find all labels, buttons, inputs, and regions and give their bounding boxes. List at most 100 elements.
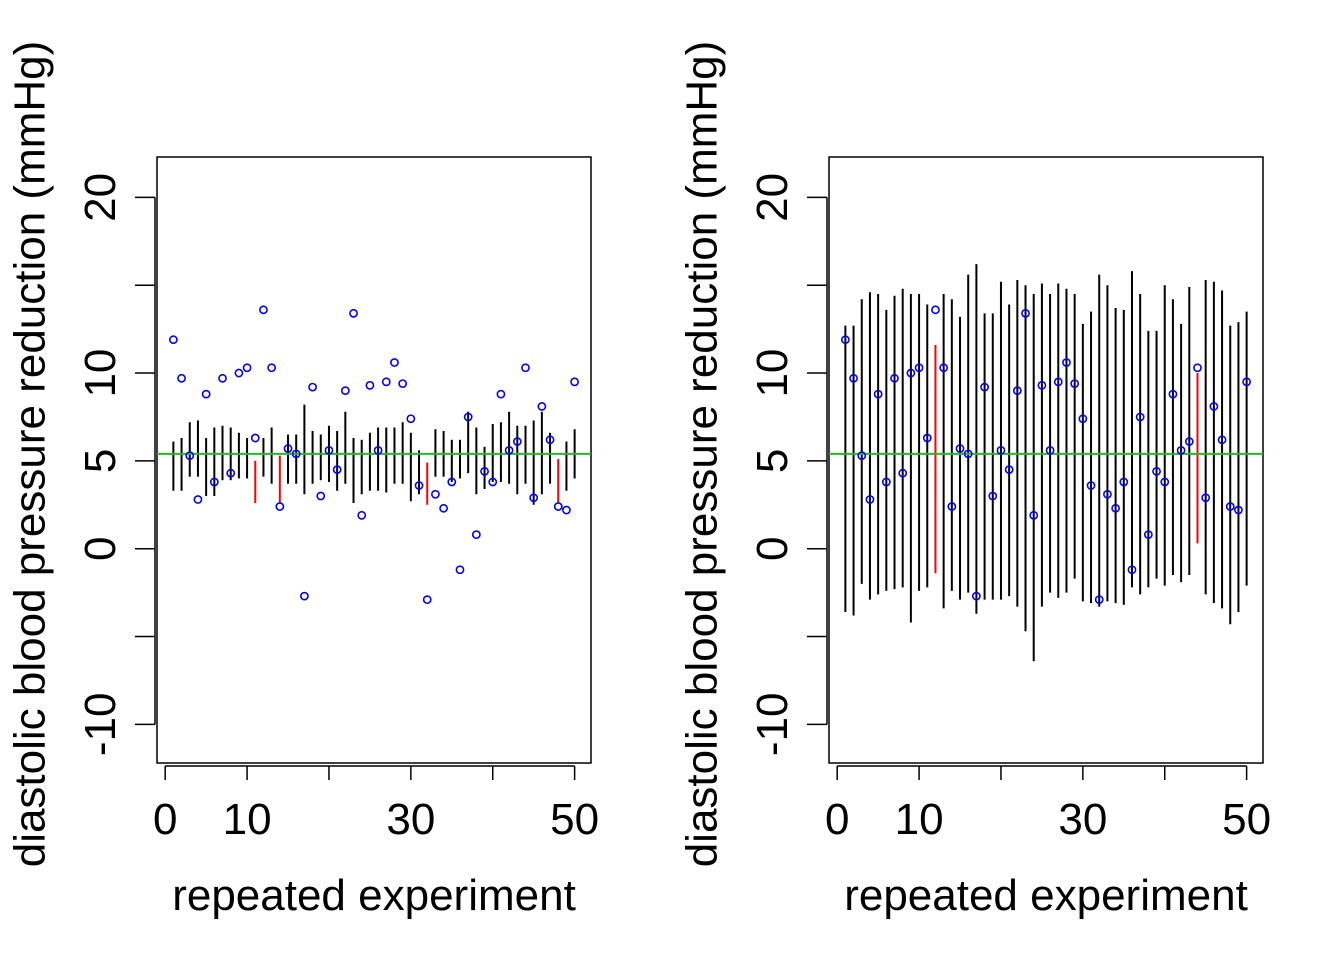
estimate-point	[890, 373, 899, 383]
estimate-point	[1053, 377, 1063, 387]
y-tick-label: -10	[748, 693, 797, 757]
estimate-point	[1070, 379, 1080, 388]
estimate-point	[988, 491, 998, 501]
estimate-point	[1086, 481, 1096, 490]
estimate-point	[1037, 380, 1047, 390]
estimate-point	[308, 382, 317, 392]
x-axis-title: repeated experiment	[172, 871, 576, 920]
estimate-point	[1201, 493, 1211, 503]
estimate-point	[480, 467, 489, 476]
y-tick-label: -10	[76, 693, 125, 757]
estimate-point	[431, 489, 440, 499]
estimate-point	[340, 386, 350, 396]
estimate-point	[218, 373, 227, 383]
estimate-point	[275, 502, 285, 511]
estimate-point	[1242, 377, 1252, 387]
estimate-point	[267, 363, 277, 373]
estimate-point	[1193, 363, 1202, 373]
y-tick-label: 0	[76, 536, 125, 560]
estimate-point	[537, 402, 547, 411]
estimate-point	[365, 380, 375, 390]
estimate-point	[529, 493, 539, 503]
estimate-point	[357, 510, 367, 520]
x-tick-label: 0	[153, 795, 177, 844]
estimate-point	[299, 591, 309, 601]
estimate-point	[1160, 477, 1170, 487]
y-tick-label: 5	[748, 449, 797, 473]
estimate-point	[1176, 445, 1186, 455]
estimate-point	[193, 495, 203, 504]
estimate-point	[1004, 465, 1014, 475]
estimate-point	[414, 481, 424, 490]
y-tick-label: 0	[748, 536, 797, 560]
estimate-point	[939, 363, 949, 373]
y-tick-label: 10	[76, 349, 125, 398]
estimate-point	[873, 389, 883, 399]
x-tick-label: 10	[223, 795, 272, 844]
estimate-point	[1045, 445, 1055, 455]
y-axis-title: diastolic blood pressure reduction (mmHg…	[6, 41, 55, 868]
estimate-point	[471, 530, 481, 540]
x-tick-label: 50	[1222, 795, 1271, 844]
estimate-point	[562, 505, 571, 515]
estimate-point	[898, 468, 908, 478]
estimate-point	[570, 377, 580, 387]
estimate-point	[1168, 389, 1178, 399]
estimate-point	[980, 382, 989, 392]
estimate-point	[332, 465, 342, 475]
estimate-point	[857, 451, 867, 461]
estimate-point	[439, 503, 449, 513]
estimate-point	[463, 412, 473, 422]
estimate-point	[324, 445, 334, 455]
estimate-point	[1029, 510, 1039, 520]
estimate-point	[291, 449, 301, 459]
estimate-point	[1234, 505, 1243, 515]
estimate-point	[504, 445, 514, 455]
estimate-point	[996, 445, 1006, 455]
estimate-point	[914, 363, 924, 373]
estimate-point	[1127, 565, 1137, 575]
estimate-point	[963, 449, 973, 459]
x-tick-label: 50	[550, 795, 599, 844]
estimate-point	[168, 335, 178, 345]
estimate-point	[1135, 412, 1145, 422]
estimate-point	[1021, 308, 1030, 318]
estimate-point	[316, 491, 326, 501]
x-tick-label: 30	[1058, 795, 1107, 844]
chart-panel-1: 0 10 30 50 -10 0 5 10 20 repeated experiment diast…	[6, 41, 600, 920]
x-tick-label: 30	[386, 795, 435, 844]
estimate-point	[226, 468, 236, 478]
estimate-point	[1094, 595, 1104, 605]
estimate-point	[865, 495, 875, 504]
estimate-point	[209, 477, 219, 487]
plot-frame	[156, 156, 592, 764]
estimate-point	[1103, 489, 1112, 499]
estimate-point	[512, 437, 522, 446]
estimate-point	[971, 591, 981, 601]
estimate-point	[840, 335, 850, 345]
estimate-point	[390, 358, 399, 367]
estimate-point	[185, 451, 195, 461]
estimate-point	[1078, 414, 1088, 424]
estimate-point	[1184, 437, 1194, 446]
estimate-point	[1152, 467, 1161, 476]
estimate-point	[398, 379, 408, 388]
estimate-point	[447, 477, 457, 487]
x-tick-label: 0	[825, 795, 849, 844]
estimate-point	[521, 363, 530, 373]
estimate-point	[1012, 386, 1022, 396]
estimate-point	[406, 414, 416, 424]
estimate-point	[1143, 530, 1153, 540]
estimate-point	[250, 433, 260, 443]
estimate-point	[553, 502, 563, 511]
estimate-point	[373, 445, 383, 455]
estimate-point	[931, 305, 940, 315]
estimate-point	[488, 477, 498, 487]
estimate-point	[242, 363, 252, 373]
estimate-point	[234, 368, 244, 378]
estimate-point	[545, 435, 555, 445]
estimate-point	[922, 433, 932, 443]
chart-panel-2: 0 10 30 50 -10 0 5 10 20 repeated experiment diast…	[678, 41, 1272, 920]
plot-frame	[828, 156, 1264, 764]
